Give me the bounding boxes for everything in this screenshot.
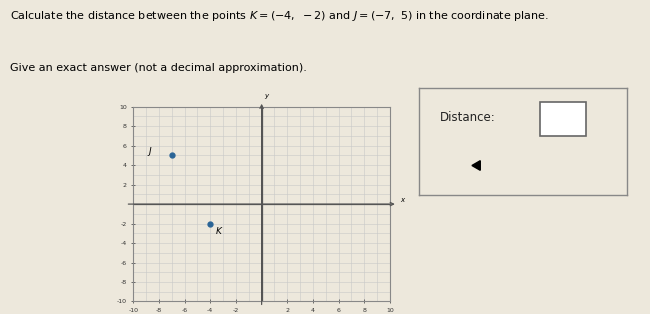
Text: Give an exact answer (not a decimal approximation).: Give an exact answer (not a decimal appr… bbox=[10, 63, 307, 73]
Text: J: J bbox=[149, 148, 151, 156]
Text: Distance:: Distance: bbox=[440, 111, 496, 124]
Text: x: x bbox=[400, 197, 404, 203]
Text: K: K bbox=[215, 227, 221, 236]
Text: Calculate the distance between the points $K=(-4,\ -2)$ and $J=(-7,\ 5)$ in the : Calculate the distance between the point… bbox=[10, 9, 549, 24]
Text: y: y bbox=[264, 93, 268, 99]
FancyBboxPatch shape bbox=[540, 102, 586, 136]
